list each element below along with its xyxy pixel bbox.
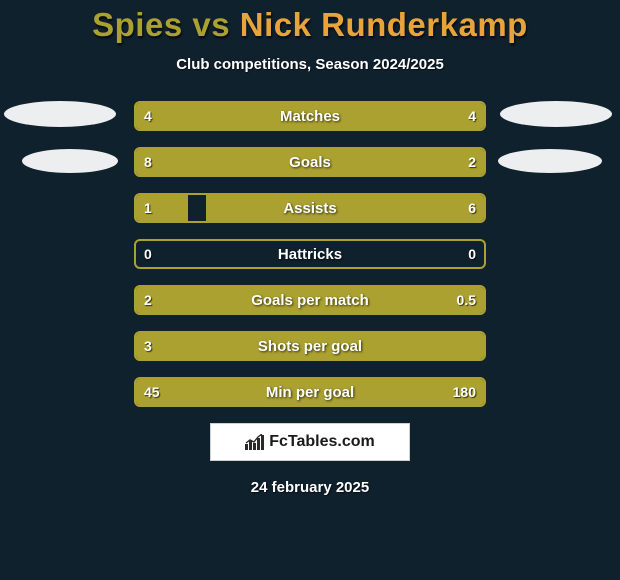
metric-row: 3Shots per goal [134,331,486,361]
player-right-name: Nick Runderkamp [240,6,528,43]
metric-row: 44Matches [134,101,486,131]
metric-label: Goals per match [136,287,484,313]
metric-row: 45180Min per goal [134,377,486,407]
metric-label: Assists [136,195,484,221]
metric-row: 00Hattricks [134,239,486,269]
avatar-placeholder-0 [4,101,116,127]
date-label: 24 february 2025 [0,479,620,496]
metric-label: Matches [136,103,484,129]
metric-row: 82Goals [134,147,486,177]
avatar-placeholder-1 [500,101,612,127]
branding-badge: FcTables.com [210,423,410,461]
page-title: Spies vs Nick Runderkamp [0,0,620,44]
metric-label: Min per goal [136,379,484,405]
metric-label: Hattricks [136,241,484,267]
metric-label: Goals [136,149,484,175]
avatar-placeholder-3 [498,149,602,173]
metric-row: 16Assists [134,193,486,223]
avatar-placeholder-2 [22,149,118,173]
title-vs: vs [192,6,230,43]
metric-label: Shots per goal [136,333,484,359]
metric-row: 20.5Goals per match [134,285,486,315]
comparison-arena: 44Matches 82Goals 16Assists 00Hattricks 20.5… [0,101,620,407]
metric-rows: 44Matches 82Goals 16Assists 00Hattricks 20.5… [134,101,486,407]
branding-text: FcTables.com [269,433,375,451]
subtitle: Club competitions, Season 2024/2025 [0,56,620,73]
player-left-name: Spies [92,6,183,43]
fctables-logo-icon [245,434,265,450]
